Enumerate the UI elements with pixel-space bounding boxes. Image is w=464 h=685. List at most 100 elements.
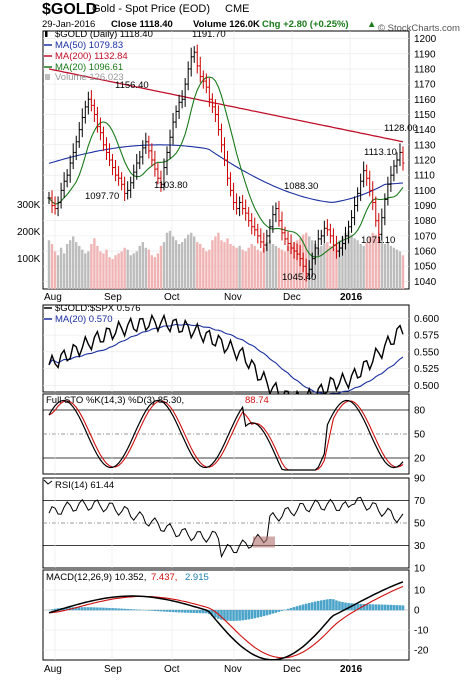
ma50-line — [48, 144, 404, 203]
volume-bar — [190, 232, 193, 289]
price-tick-label: 1150 — [414, 110, 436, 121]
stochastic-tick-label: 80 — [414, 406, 426, 417]
x-axis-label: 2016 — [340, 292, 363, 303]
price-tick-label: 1070 — [414, 231, 437, 242]
macd-histogram-bar — [313, 601, 317, 611]
volume-bar — [338, 240, 341, 289]
macd-histogram-bar — [153, 610, 157, 612]
price-tick-label: 1130 — [414, 140, 436, 151]
macd-legend-label: MACD(12,26,9) 10.352, — [46, 572, 146, 583]
volume-bar — [59, 247, 63, 289]
macd-histogram-bar — [156, 610, 160, 612]
volume-bar — [78, 245, 81, 289]
ratio-tick-label: 0.575 — [414, 331, 439, 342]
volume-bar — [265, 242, 269, 289]
macd-histogram-bar — [189, 610, 193, 613]
volume-bar — [274, 245, 278, 289]
stochastic-k-line — [48, 399, 404, 471]
macd-histogram-bar — [371, 604, 375, 611]
macd-histogram-bar — [202, 610, 205, 614]
date: 29-Jan-2016 — [42, 19, 95, 30]
volume-bar — [108, 257, 111, 289]
price-annotation: 1191.70 — [192, 29, 226, 40]
ratio-ma-legend-label: MA(20) 0.570 — [55, 314, 113, 325]
x-axis-label-bottom: Dec — [283, 664, 301, 675]
macd-line — [48, 581, 404, 661]
volume-bar — [168, 230, 172, 289]
macd-histogram-bar — [265, 610, 269, 616]
macd-histogram-bar — [74, 607, 78, 611]
x-axis-label: Oct — [164, 292, 180, 303]
macd-histogram-bar — [289, 607, 293, 611]
stochastic-tick-label: 50 — [414, 430, 426, 441]
macd-histogram-bar — [138, 609, 142, 611]
price-annotation: 1113.10 — [364, 147, 397, 158]
price-tick-label: 1170 — [414, 80, 436, 91]
macd-histogram-bar — [174, 610, 178, 613]
volume-bar — [362, 245, 365, 289]
volume-bar — [162, 242, 166, 289]
ratio-ma-line — [48, 323, 404, 396]
macd-histogram-bar — [126, 608, 129, 611]
change-arrow: ▲ — [367, 19, 376, 30]
price-tick-label: 1060 — [414, 247, 437, 258]
macd-histogram-bar — [192, 610, 196, 614]
macd-signal-line — [48, 585, 404, 659]
legend-swatch-volume — [45, 74, 50, 80]
price-tick-label: 1190 — [414, 49, 436, 60]
macd-histogram-bar — [214, 610, 217, 618]
volume-bar — [389, 245, 393, 289]
volume-bar — [68, 240, 72, 289]
macd-histogram-bar — [53, 608, 57, 611]
volume-tick-label: 300K — [17, 200, 41, 211]
macd-histogram-bar — [253, 610, 257, 619]
stochastic-d-line — [48, 400, 404, 471]
macd-histogram-bar — [286, 608, 290, 611]
volume-bar — [99, 251, 102, 289]
volume-bar — [380, 240, 384, 289]
macd-histogram-bar — [329, 598, 332, 611]
volume-bar — [386, 242, 390, 289]
macd-histogram-bar — [96, 607, 99, 611]
macd-histogram-bar — [380, 604, 384, 611]
price-tick-label: 1140 — [414, 125, 436, 136]
price-annotation: 1071.10 — [361, 235, 395, 246]
volume-bar — [395, 249, 399, 289]
volume-bar — [90, 244, 93, 289]
legend-label: MA(200) 1132.84 — [55, 51, 128, 62]
change-value: Chg +2.80 (+0.25%) — [262, 19, 349, 30]
macd-histogram-bar — [389, 604, 393, 611]
macd-histogram-bar — [247, 610, 250, 620]
volume-bar — [320, 245, 323, 289]
volume-bar — [159, 245, 163, 289]
volume-bar — [102, 253, 105, 289]
legend-label: $GOLD (Daily) 1118.40 — [55, 29, 153, 40]
instrument-name: Gold - Spot Price (EOD) — [92, 3, 210, 15]
x-axis-label-bottom: Nov — [224, 664, 242, 675]
volume-bar — [211, 240, 214, 289]
macd-histogram-bar — [395, 605, 399, 611]
macd-histogram-bar — [244, 610, 247, 620]
macd-histogram-bar — [338, 601, 341, 611]
price-annotation: 1097.70 — [85, 191, 119, 202]
ratio-legend-label: $GOLD:$SPX 0.576 — [55, 303, 141, 314]
macd-histogram-bar — [347, 602, 350, 611]
volume-bar — [335, 244, 338, 289]
volume-bar — [323, 244, 326, 289]
macd-panel: -20 -10 0 10 MACD(12,26,9) 10.352, 7.437, 2.91… — [42, 569, 429, 675]
macd-histogram-bar — [295, 606, 299, 611]
macd-histogram-bar — [168, 610, 172, 612]
volume-bar — [226, 238, 229, 289]
macd-histogram-bar — [335, 600, 338, 611]
volume-bar — [84, 253, 87, 289]
volume-bar — [150, 255, 154, 289]
legend-label: MA(50) 1079.83 — [55, 40, 123, 51]
macd-histogram-bar — [353, 603, 356, 611]
macd-histogram-bar — [171, 610, 175, 613]
volume-bar — [374, 234, 377, 289]
watermark: © StockCharts.com — [378, 23, 460, 34]
macd-histogram-bar — [256, 610, 260, 618]
volume-bar — [356, 240, 359, 289]
macd-histogram-bar — [211, 610, 214, 617]
